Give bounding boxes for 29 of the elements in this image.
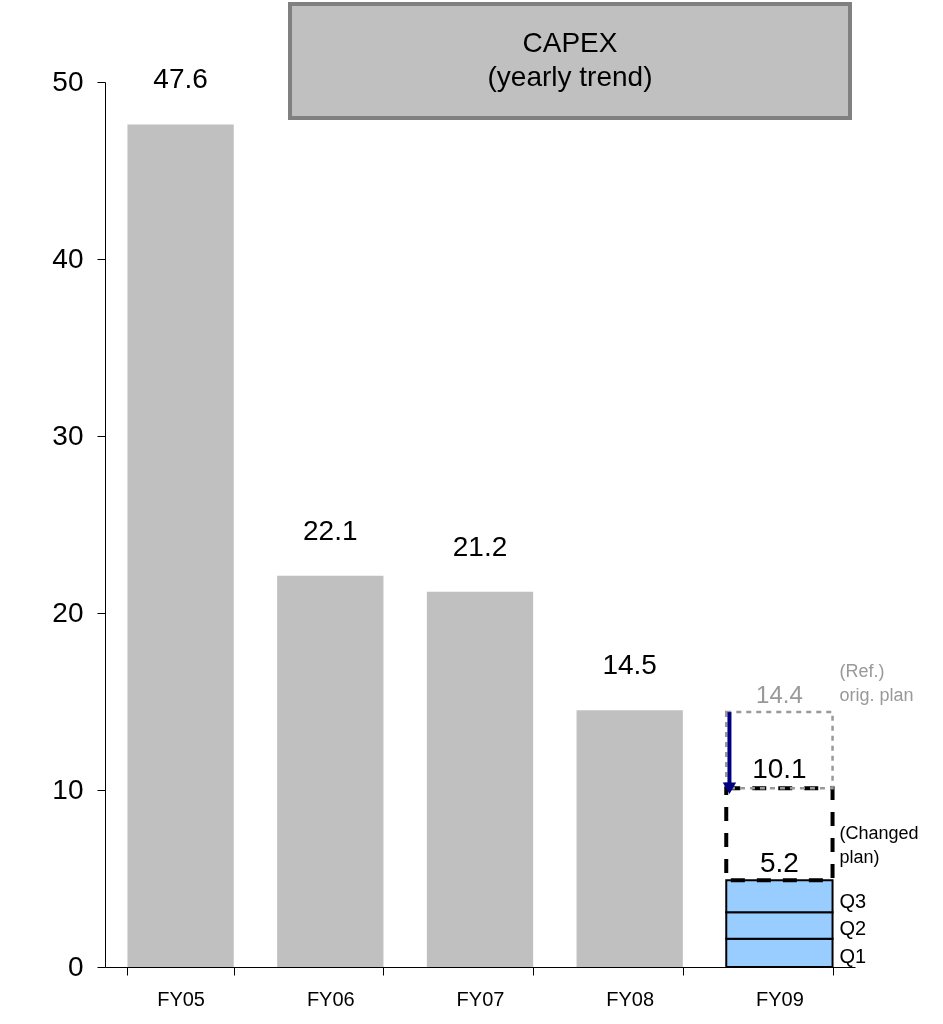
y-tick-label: 20 <box>52 596 84 628</box>
x-tick-label: FY06 <box>306 987 355 1010</box>
chart-title: CAPEX (yearly trend) <box>487 27 653 92</box>
y-tick-label: 30 <box>52 419 84 451</box>
data-label: 21.2 <box>452 530 508 562</box>
series-label: Q1 <box>839 945 867 967</box>
series-label: (Changed plan) <box>839 823 919 868</box>
y-tick-label: 50 <box>52 65 84 97</box>
series-label: Q3 <box>839 890 867 913</box>
data-label: 14.5 <box>602 649 657 681</box>
x-tick-label: FY05 <box>157 987 206 1010</box>
bar <box>277 575 384 967</box>
total-label: 14.4 <box>756 681 803 709</box>
bar <box>426 591 534 967</box>
data-label: 22.1 <box>303 514 358 546</box>
x-tick-label: FY07 <box>456 987 505 1010</box>
bar <box>127 124 234 967</box>
y-tick-label: 0 <box>67 950 84 982</box>
y-tick-label: 40 <box>52 242 84 274</box>
x-tick-label: FY09 <box>755 987 804 1010</box>
y-tick-label: 10 <box>52 773 84 805</box>
x-tick-label: FY08 <box>606 987 655 1010</box>
bar <box>725 710 834 790</box>
series-label: (Ref.) orig. plan <box>839 661 914 706</box>
data-label: 5.2 <box>759 847 799 879</box>
bar <box>576 710 683 967</box>
data-label: 47.6 <box>153 63 208 95</box>
annotation: 10.1 <box>752 753 807 785</box>
series-label: Q2 <box>839 916 867 939</box>
